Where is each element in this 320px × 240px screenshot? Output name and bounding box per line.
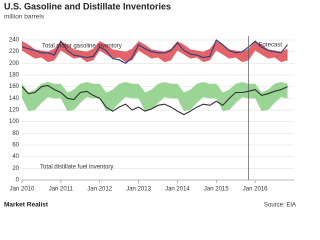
footer-brand: Market Realist (4, 202, 49, 209)
forecast-label: Forecast (259, 43, 283, 49)
chart-subtitle: million barrels (4, 14, 45, 21)
x-tick-label: Jan 2014 (165, 187, 190, 193)
chart: U.S. Gasoline and Distillate Inventories… (4, 1, 296, 209)
y-tick-label: 220 (9, 49, 20, 55)
x-tick-label: Jan 2012 (87, 187, 112, 193)
x-tick-label: Jan 2011 (49, 187, 74, 193)
y-tick-label: 200 (9, 61, 20, 67)
y-tick-label: 40 (12, 154, 19, 160)
source: Source: EIA (264, 203, 296, 209)
x-tick-label: Jan 2013 (126, 187, 151, 193)
y-tick-label: 60 (12, 143, 19, 149)
y-tick-label: 100 (9, 119, 20, 125)
y-tick-label: 120 (9, 108, 20, 114)
y-tick-label: 160 (9, 84, 20, 90)
chart-title: U.S. Gasoline and Distillate Inventories (4, 1, 171, 11)
y-tick-label: 0 (16, 178, 20, 184)
y-tick-label: 240 (9, 38, 20, 44)
x-tick-label: Jan 2010 (10, 187, 35, 193)
inventory-line (21, 84, 288, 116)
x-tick-label: Jan 2016 (243, 187, 268, 193)
x-tick-label: Jan 2015 (204, 187, 229, 193)
inventory-line (21, 39, 288, 65)
series-label: Total distillate fuel inventory (40, 165, 113, 171)
y-tick-label: 20 (12, 166, 19, 172)
series-label: Total motor gasoline inventory (42, 44, 122, 50)
y-tick-label: 140 (9, 96, 20, 102)
y-tick-label: 80 (12, 131, 19, 137)
y-tick-label: 180 (9, 73, 20, 79)
